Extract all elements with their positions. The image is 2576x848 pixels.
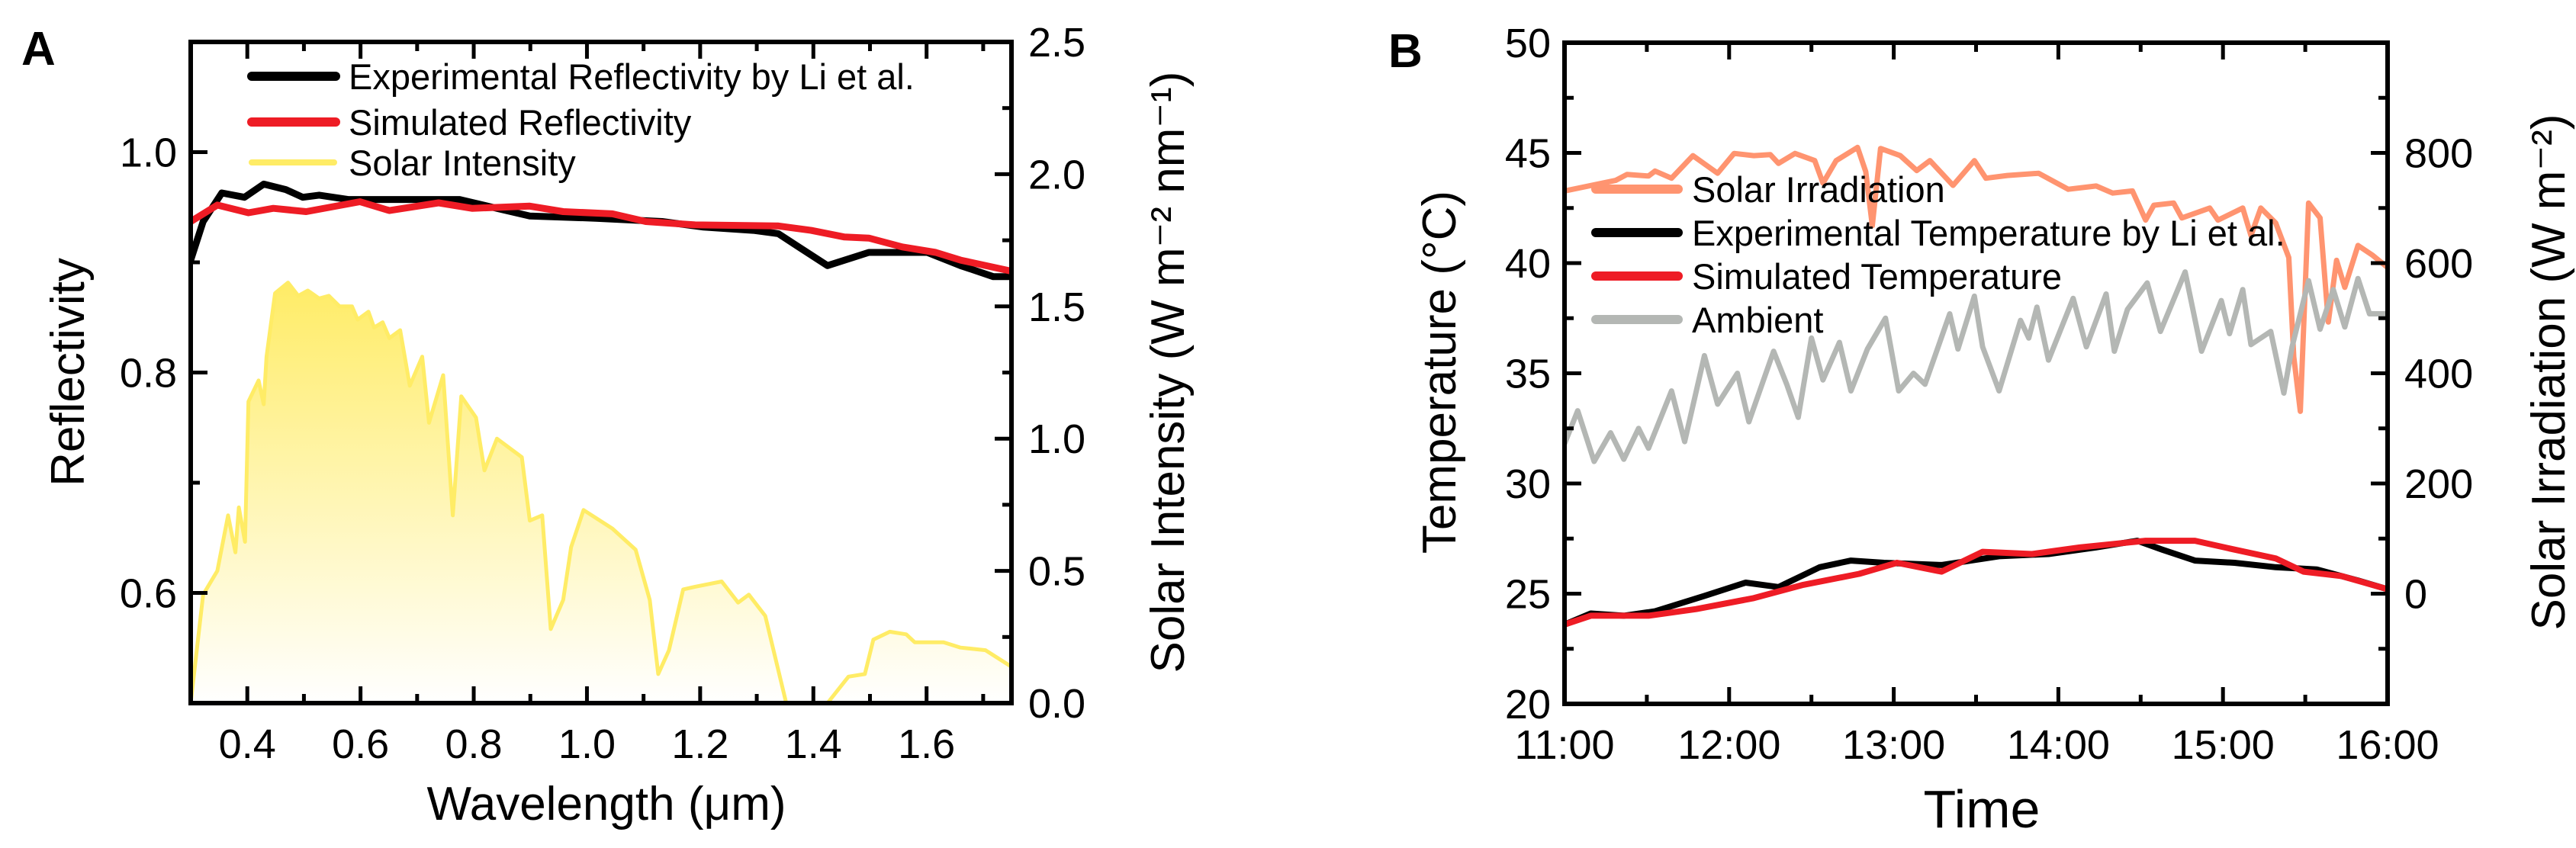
y-tick-label: 50	[1505, 21, 1551, 66]
y-tick-label: 0.8	[120, 351, 177, 397]
series-line-simulated-temperature	[1565, 538, 2388, 628]
series-line-solar-irradiation	[1565, 144, 2388, 414]
panel-b-temperature-chart: B 11:00 12:00 13:00 14:00 15:00 16:00 20 25 30 35…	[1388, 21, 2575, 839]
y-tick-label: 35	[1505, 352, 1551, 397]
x-tick-label: 1.0	[558, 721, 616, 767]
legend-label: Solar Irradiation	[1692, 169, 1945, 210]
y-tick-label: 1.0	[120, 130, 177, 176]
legend-label: Ambient	[1692, 300, 1823, 340]
y-tick-label: 25	[1505, 572, 1551, 618]
panel-label-b: B	[1388, 25, 1423, 78]
solar-intensity-area	[191, 282, 1011, 703]
x-tick-label: 15:00	[2172, 722, 2275, 768]
x-tick-label: 0.4	[219, 721, 276, 767]
x-axis-title: Wavelength (μm)	[427, 778, 786, 830]
y2-tick-label: 0.5	[1028, 549, 1085, 595]
panel-a-reflectivity-chart: A 0.4 0.6 0.8 1.0 1.2 1.4 1.6 0.6 0.8 1.0 0.0 0.5 1.…	[21, 20, 1195, 830]
y2-tick-label: 800	[2404, 131, 2473, 177]
y2-tick-label: 600	[2404, 241, 2473, 287]
series-line-solar-intensity	[191, 281, 1011, 703]
x-axis-title: Time	[1924, 779, 2041, 839]
legend: Experimental Reflectivity by Li et al. S…	[247, 56, 915, 183]
panel-b-plot-area: 11:00 12:00 13:00 14:00 15:00 16:00 20 25 30 35 40…	[1505, 21, 2473, 768]
y2-tick-label: 2.5	[1028, 20, 1085, 66]
x-tick-label: 13:00	[1842, 722, 1945, 768]
series-line-experimental-reflectivity-by-li-et-al-	[191, 180, 1011, 281]
y-tick-label: 20	[1505, 682, 1551, 728]
legend-label: Experimental Reflectivity by Li et al.	[349, 56, 915, 97]
x-tick-label: 11:00	[1514, 722, 1614, 768]
y-tick-label: 0.6	[120, 571, 177, 617]
plot-frame	[1562, 40, 2390, 706]
legend-label: Solar Intensity	[349, 143, 576, 183]
y2-axis-title: Solar Irradiation (W m⁻²)	[2523, 114, 2575, 631]
x-tick-label: 14:00	[2007, 722, 2110, 768]
x-tick-label: 1.2	[671, 721, 728, 767]
y2-tick-label: 1.0	[1028, 416, 1085, 462]
legend-label: Experimental Temperature by Li et al.	[1692, 213, 2285, 253]
x-tick-label: 1.4	[785, 721, 842, 767]
legend-label: Simulated Reflectivity	[349, 102, 692, 143]
plot-frame	[188, 40, 1014, 705]
x-tick-label: 1.6	[898, 721, 955, 767]
legend: Solar Irradiation Experimental Temperatu…	[1591, 169, 2285, 340]
y2-tick-label: 1.5	[1028, 284, 1085, 330]
y-tick-label: 45	[1505, 131, 1551, 177]
panel-a-plot-area: 0.4 0.6 0.8 1.0 1.2 1.4 1.6 0.6 0.8 1.0 0.0 0.5 1.0 1…	[120, 20, 1085, 767]
y-axis-title: Temperature (°C)	[1413, 191, 1466, 554]
legend-label: Simulated Temperature	[1692, 256, 2062, 297]
y2-tick-label: 0.0	[1028, 681, 1085, 727]
panel-label-a: A	[21, 23, 56, 75]
series-line-ambient	[1565, 269, 2388, 464]
y2-tick-label: 0	[2404, 572, 2427, 618]
y2-tick-label: 2.0	[1028, 152, 1085, 198]
y-tick-label: 40	[1505, 241, 1551, 287]
series-line-simulated-reflectivity	[191, 198, 1011, 275]
y2-tick-label: 200	[2404, 461, 2473, 507]
x-tick-label: 0.6	[332, 721, 389, 767]
y-tick-label: 30	[1505, 461, 1551, 507]
y2-axis-title: Solar Intensity (W m⁻² nm⁻¹)	[1142, 72, 1195, 673]
y2-tick-label: 400	[2404, 352, 2473, 397]
x-tick-label: 0.8	[445, 721, 502, 767]
x-tick-label: 16:00	[2336, 722, 2439, 768]
y-axis-title: Reflectivity	[42, 258, 95, 487]
x-tick-label: 12:00	[1677, 722, 1780, 768]
